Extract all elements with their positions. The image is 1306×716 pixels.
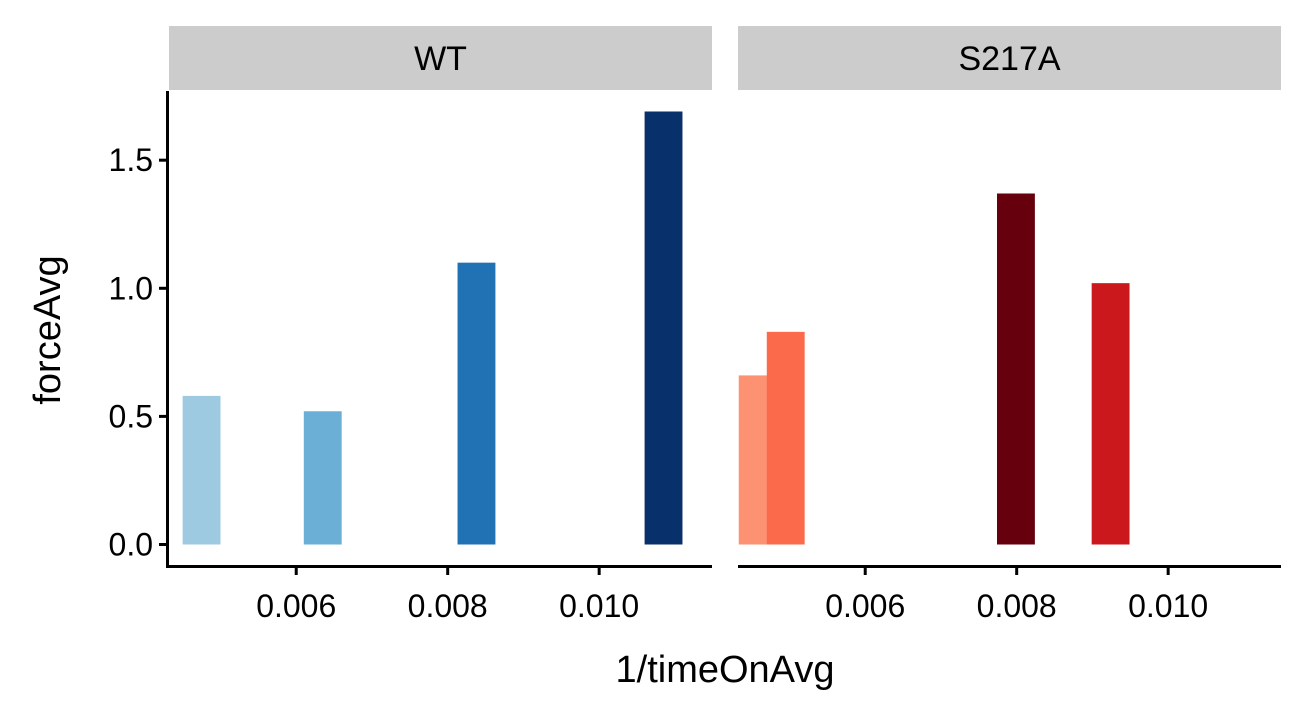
bar [997,193,1035,545]
x-tick-label: 0.010 [1128,588,1208,624]
y-axis-title: forceAvg [27,255,69,404]
x-axis-title: 1/timeOnAvg [616,649,835,691]
bar [1091,283,1130,545]
panel-wt: WT 0.006 0.008 0.010 [169,26,712,624]
x-tick-label: 0.006 [825,588,905,624]
x-tick-label: 0.006 [256,588,336,624]
facet-strip [169,26,712,90]
y-tick-label: 0.5 [109,398,153,434]
facet-strip-label: S217A [958,40,1060,78]
panels: WT 0.006 0.008 0.010 S217A 0.006 0.008 0.010 [169,26,1281,624]
facet-strip [738,26,1281,90]
bar [303,411,342,545]
y-tick-label: 1.0 [109,270,153,306]
y-tick-label: 0.0 [109,527,153,563]
bar [766,331,805,545]
facet-strip-label: WT [414,40,467,78]
x-tick-label: 0.008 [408,588,488,624]
y-tick-label: 1.5 [109,142,153,178]
bar [644,111,683,545]
y-axis: 0.0 0.5 1.0 1.5 [109,91,169,568]
panel-s217a: S217A 0.006 0.008 0.010 [738,26,1281,624]
bar [182,395,221,545]
bar [457,262,496,545]
x-tick-label: 0.008 [977,588,1057,624]
x-tick-label: 0.010 [559,588,639,624]
